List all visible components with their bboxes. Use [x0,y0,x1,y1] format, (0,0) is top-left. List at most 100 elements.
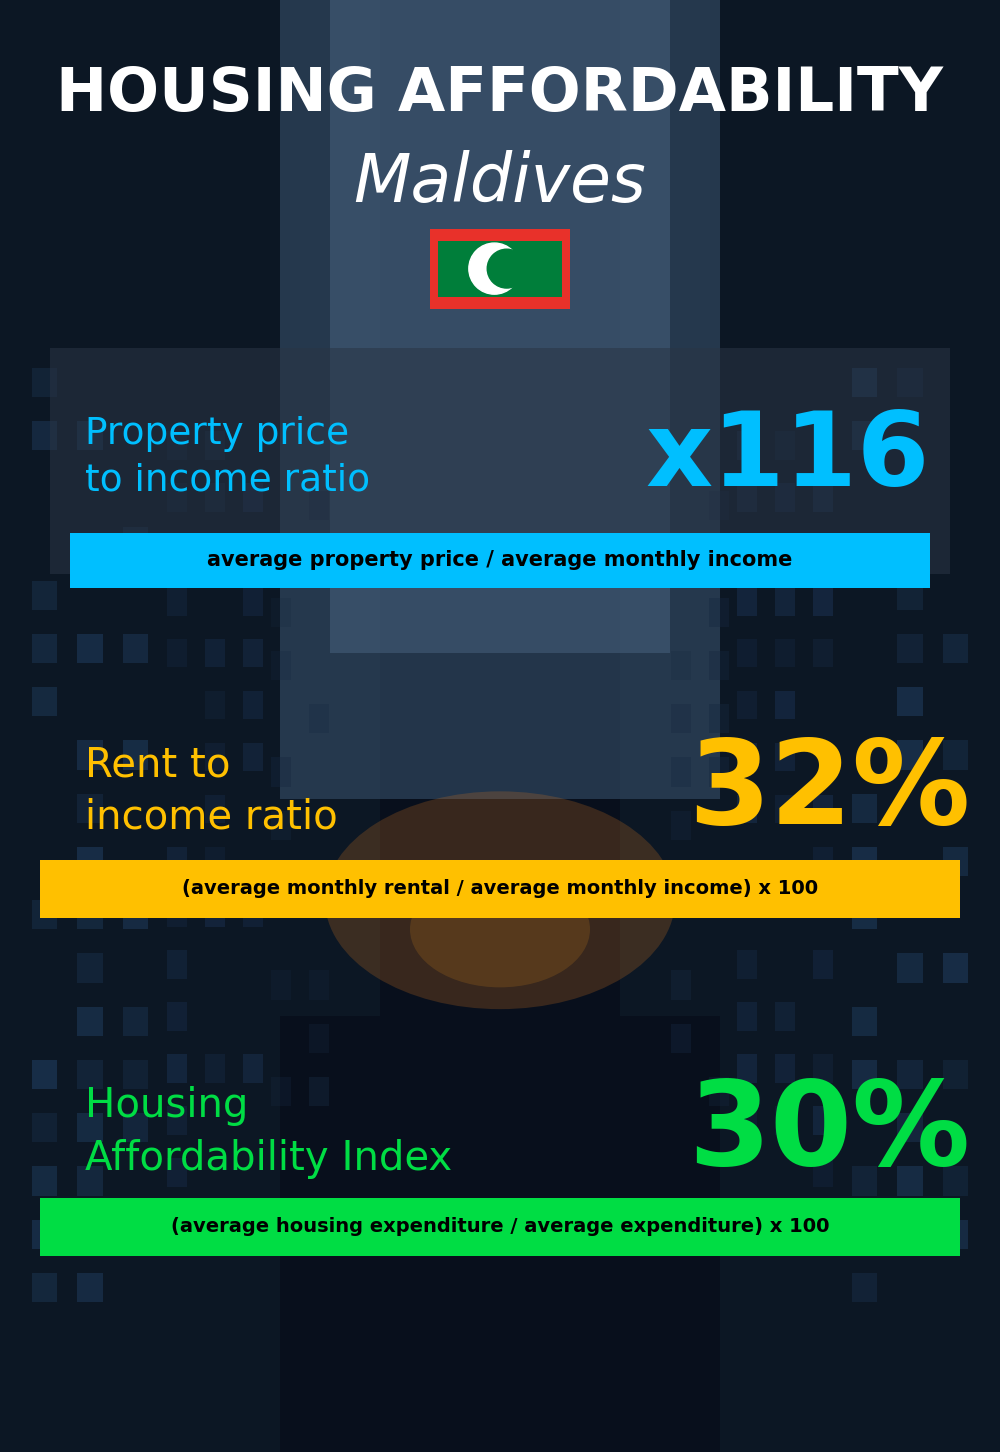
Bar [813,1159,833,1186]
Ellipse shape [325,791,675,1009]
Bar [671,758,691,787]
Bar [775,794,795,823]
Bar [77,1060,103,1089]
Bar [709,598,729,627]
Bar [123,741,148,770]
Bar [813,484,833,511]
Bar [205,847,225,876]
Bar [671,970,691,999]
Bar [943,741,968,770]
Bar [813,639,833,668]
Bar [438,241,562,296]
Bar [720,944,1000,1452]
Bar [32,635,57,664]
Circle shape [469,242,520,295]
Bar [205,899,225,926]
Bar [167,951,187,979]
Bar [205,691,225,719]
Bar [205,639,225,668]
Bar [897,687,923,716]
Bar [813,1210,833,1239]
Bar [77,1220,103,1249]
Bar [775,484,795,511]
Bar [897,1220,923,1249]
Bar [271,650,291,680]
Bar [50,348,950,574]
Bar [943,1220,968,1249]
Bar [852,900,877,929]
Bar [123,1060,148,1089]
Bar [813,794,833,823]
Bar [167,1002,187,1031]
Bar [40,860,960,918]
Bar [737,1054,757,1083]
Bar [709,544,729,574]
Bar [243,484,263,511]
Bar [852,1273,877,1302]
Bar [77,847,103,876]
Bar [167,899,187,926]
Bar [852,367,877,396]
Bar [897,1060,923,1089]
Text: HOUSING AFFORDABILITY: HOUSING AFFORDABILITY [56,65,944,123]
Bar [32,367,57,396]
Bar [775,1054,795,1083]
Bar [709,704,729,733]
Bar [775,743,795,771]
Bar [775,431,795,460]
Text: 32%: 32% [688,733,970,849]
Bar [671,650,691,680]
Bar [167,484,187,511]
Bar [775,1002,795,1031]
Bar [897,1114,923,1143]
Bar [243,743,263,771]
Bar [737,639,757,668]
Bar [271,864,291,893]
Bar [671,704,691,733]
Bar [813,536,833,563]
Bar [897,741,923,770]
Bar [123,1114,148,1143]
Bar [32,1220,57,1249]
Bar [243,1054,263,1083]
Bar [70,533,930,588]
Bar [77,635,103,664]
Bar [32,900,57,929]
Bar [271,810,291,839]
Bar [671,810,691,839]
Bar [943,635,968,664]
Bar [309,1077,329,1106]
Bar [0,944,280,1452]
Bar [897,954,923,983]
Bar [709,758,729,787]
Bar [737,587,757,616]
Bar [205,431,225,460]
Bar [709,650,729,680]
Bar [943,954,968,983]
Bar [309,864,329,893]
Bar [271,758,291,787]
Text: (average housing expenditure / average expenditure) x 100: (average housing expenditure / average e… [171,1217,829,1237]
Bar [77,741,103,770]
Bar [943,1166,968,1195]
Bar [620,0,1000,1016]
Bar [813,847,833,876]
Bar [32,1273,57,1302]
Bar [775,691,795,719]
Bar [167,1159,187,1186]
Bar [0,0,380,1016]
Bar [243,1210,263,1239]
Text: 30%: 30% [688,1074,970,1191]
Bar [167,431,187,460]
Bar [32,1060,57,1089]
Bar [167,639,187,668]
Bar [77,1006,103,1035]
Ellipse shape [410,871,590,987]
Bar [813,1106,833,1134]
Bar [271,544,291,574]
Bar [77,421,103,450]
Circle shape [487,250,526,287]
Bar [167,1054,187,1083]
Text: Property price
to income ratio: Property price to income ratio [85,415,370,499]
Bar [77,954,103,983]
